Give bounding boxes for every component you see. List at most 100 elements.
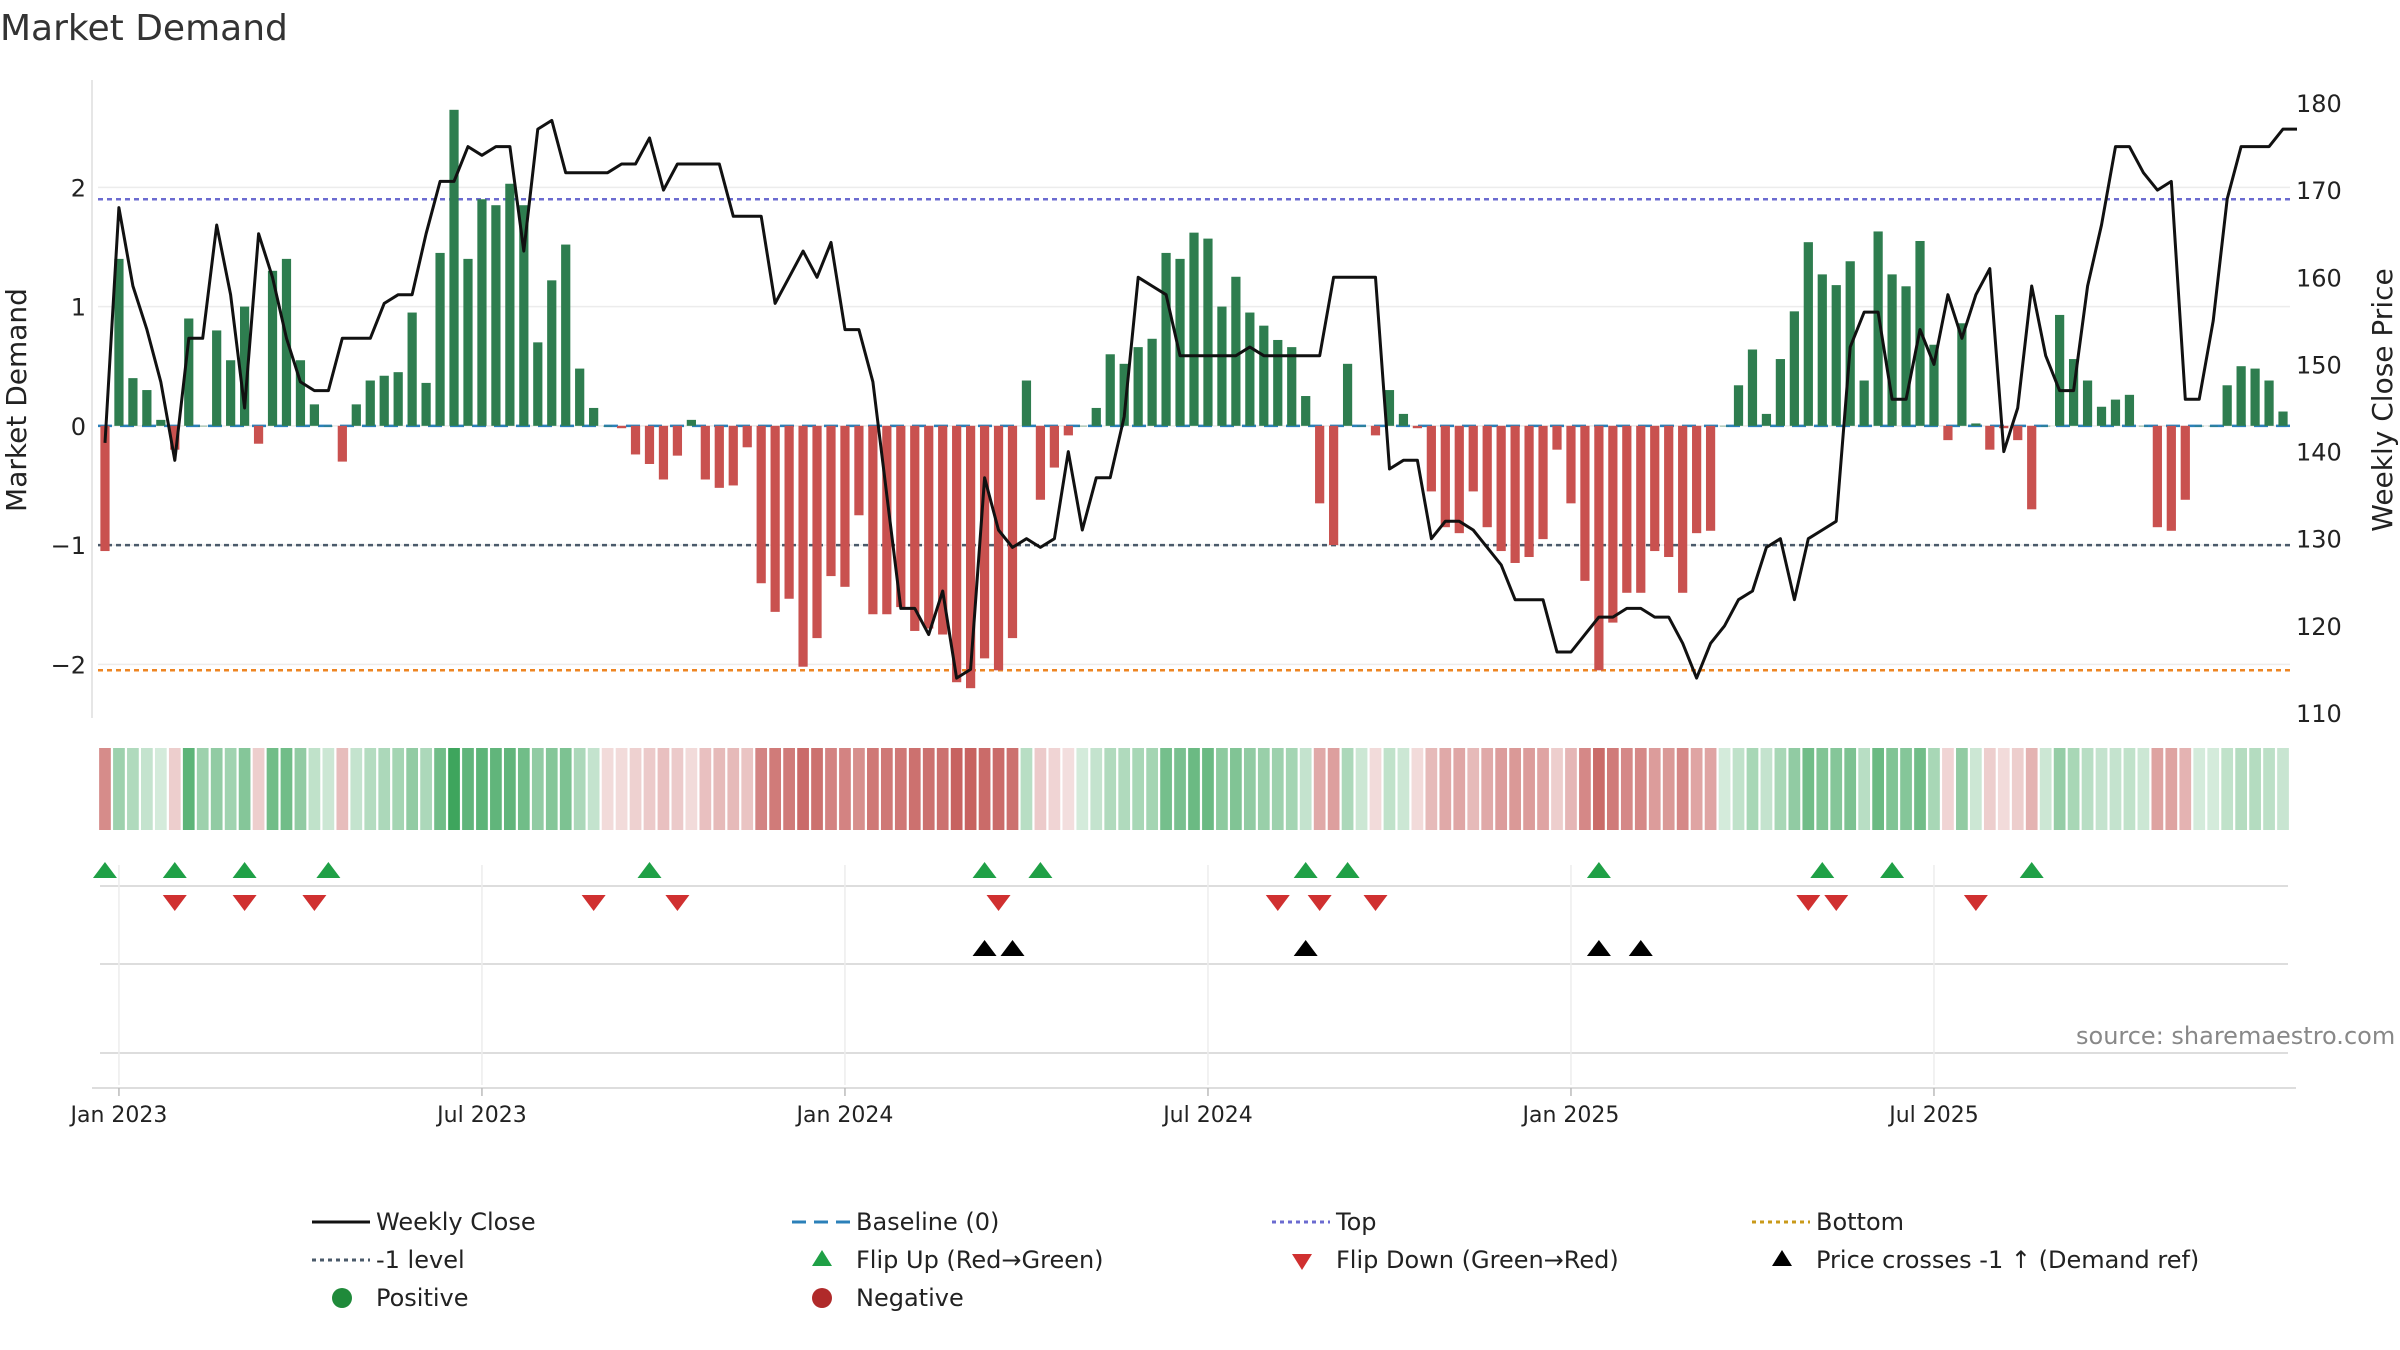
strip-cell [629, 748, 642, 830]
legend-flip-up-label: Flip Up (Red→Green) [856, 1246, 1104, 1274]
strip-cell [308, 748, 321, 830]
strip-cell [1676, 748, 1689, 830]
strip-cell [1746, 748, 1759, 830]
demand-bar [1859, 380, 1869, 426]
flip-up-marker [1293, 862, 1318, 878]
legend-cross: Price crosses -1 ↑ (Demand ref) [1740, 1244, 2199, 1276]
strip-cell [1495, 748, 1508, 830]
demand-bar [1091, 407, 1101, 426]
strip-cell [1537, 748, 1549, 830]
demand-bar [267, 270, 278, 426]
demand-bar [924, 425, 934, 629]
legend-negative: Negative [780, 1282, 964, 1314]
demand-bar [1999, 425, 2009, 429]
strip-cell [1397, 748, 1410, 830]
strip-cell [350, 748, 363, 830]
demand-bar [239, 306, 250, 426]
y-axis-label: Market Demand [0, 288, 33, 512]
demand-bar [323, 425, 333, 427]
demand-bar [686, 419, 696, 426]
y-right-tick-label: 180 [2296, 90, 2342, 118]
demand-bar [1119, 363, 1129, 426]
demand-bar [700, 425, 710, 480]
strip-cell [1593, 748, 1605, 830]
demand-bar [1440, 425, 1450, 528]
demand-bar [1329, 425, 1339, 546]
demand-bar [1203, 238, 1213, 426]
flip-up-marker [232, 862, 257, 878]
flip-up-marker [92, 862, 117, 878]
strip-cell [1006, 748, 1019, 830]
circle-icon [780, 1282, 850, 1314]
strip-cell [1257, 748, 1270, 830]
strip-cell [2025, 748, 2038, 830]
demand-bar [2082, 380, 2093, 426]
strip-cell [517, 748, 530, 830]
strip-cell [1020, 748, 1033, 830]
cross-marker [1293, 940, 1318, 956]
demand-bar [2194, 425, 2204, 427]
circle-icon [300, 1282, 370, 1314]
flip-down-marker [1363, 895, 1388, 911]
legend-flip-down: Flip Down (Green→Red) [1260, 1244, 1619, 1276]
demand-bar [1342, 363, 1353, 426]
demand-bar [1664, 425, 1674, 558]
strip-cell [2249, 748, 2261, 830]
strip-cell [531, 748, 544, 830]
strip-cell [1132, 748, 1145, 830]
demand-bar [1566, 425, 1576, 504]
legend-baseline: Baseline (0) [780, 1206, 999, 1238]
strip-cell [825, 748, 837, 830]
strip-cell [1830, 748, 1843, 830]
strip-cell [1551, 748, 1563, 830]
strip-cell [853, 748, 865, 830]
strip-cell [1900, 748, 1912, 830]
demand-bar [1217, 306, 1227, 426]
demand-bar [1273, 339, 1283, 426]
strip-cell [1983, 748, 1996, 830]
demand-bar [575, 368, 585, 426]
demand-bar [868, 425, 878, 615]
demand-bar [938, 425, 948, 635]
strip-cell [1243, 748, 1256, 830]
demand-bar [1315, 425, 1325, 504]
legend-minus-one-label: -1 level [376, 1246, 465, 1274]
strip-cell [2277, 748, 2289, 830]
demand-bar [100, 425, 110, 552]
demand-bar [1817, 274, 1827, 426]
strip-cell [224, 748, 237, 830]
demand-bar [365, 380, 375, 426]
strip-cell [1188, 748, 1200, 830]
flip-down-marker [1265, 895, 1290, 911]
heat-strip [99, 748, 2289, 830]
strip-cell [448, 748, 460, 830]
strip-cell [908, 748, 921, 830]
strip-cell [1481, 748, 1494, 830]
strip-cell [476, 748, 488, 830]
demand-bar [1747, 349, 1758, 426]
flip-down-marker [1796, 895, 1821, 911]
demand-bar [128, 378, 138, 426]
legend-line-icon [300, 1206, 370, 1238]
flip-up-marker [1335, 862, 1360, 878]
strip-cell [1090, 748, 1103, 830]
flip-up-marker [2019, 862, 2044, 878]
strip-cell [1844, 748, 1857, 830]
demand-bar [2208, 425, 2218, 427]
flip-up-marker [162, 862, 187, 878]
demand-bar [854, 425, 864, 516]
demand-bar [533, 342, 543, 426]
triangle-down-icon [1260, 1244, 1330, 1276]
legend-positive: Positive [300, 1282, 469, 1314]
demand-bar [1761, 413, 1772, 426]
strip-cell [2235, 748, 2247, 830]
strip-cell [1104, 748, 1117, 830]
flip-down-marker [581, 895, 606, 911]
strip-cell [280, 748, 293, 830]
demand-bar [1259, 325, 1269, 426]
demand-bar [910, 425, 920, 631]
demand-bar [1161, 252, 1171, 426]
strip-cell [196, 748, 209, 830]
demand-bar [784, 425, 794, 599]
